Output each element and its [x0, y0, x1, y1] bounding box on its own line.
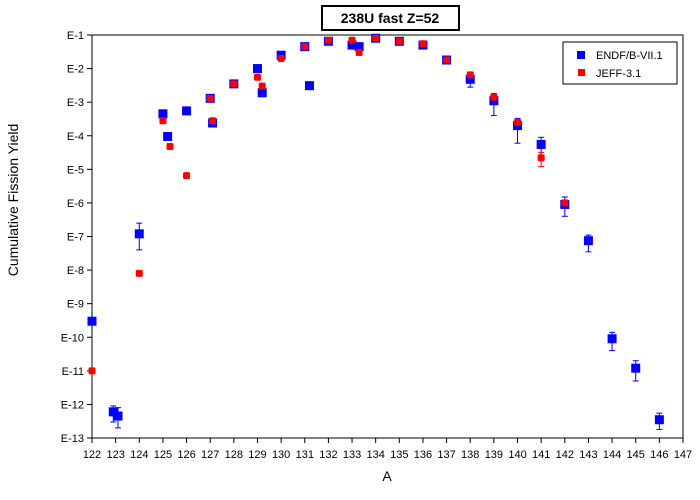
- data-point-endf: [304, 81, 314, 91]
- data-point-endf: [489, 96, 499, 106]
- data-point-jeff: [490, 93, 498, 101]
- data-point-jeff: [183, 172, 191, 180]
- y-tick-label: E-7: [67, 232, 84, 244]
- data-point-jeff: [348, 36, 356, 44]
- chart-title: 238U fast Z=52: [341, 10, 440, 26]
- data-point-endf: [465, 74, 475, 84]
- x-axis-title: A: [382, 468, 392, 484]
- data-point-endf: [607, 334, 617, 344]
- data-point-endf: [158, 109, 168, 119]
- y-tick-label: E-3: [67, 97, 84, 109]
- x-tick-label: 142: [556, 449, 574, 461]
- plot-frame: [91, 34, 684, 439]
- data-point-jeff: [355, 49, 363, 57]
- data-point-endf: [87, 316, 97, 326]
- x-tick-label: 133: [343, 449, 361, 461]
- legend-marker-endf: [577, 51, 585, 59]
- y-tick-label: E-8: [67, 265, 84, 277]
- y-tick-label: E-9: [67, 299, 84, 311]
- data-point-jeff: [253, 73, 261, 81]
- x-tick-label: 137: [437, 449, 455, 461]
- x-tick-label: 125: [154, 449, 172, 461]
- x-tick-label: 147: [674, 449, 692, 461]
- y-tick-label: E-4: [67, 131, 84, 143]
- data-point-jeff: [206, 94, 214, 102]
- title-box: [321, 5, 460, 31]
- x-tick-label: 131: [296, 449, 314, 461]
- data-point-jeff: [135, 269, 143, 277]
- data-point-endf: [631, 363, 641, 373]
- y-tick-label: E-11: [62, 366, 84, 378]
- x-tick-label: 141: [532, 449, 550, 461]
- x-tick-label: 143: [579, 449, 597, 461]
- data-layer: [87, 33, 664, 430]
- x-tick-label: 128: [225, 449, 243, 461]
- legend-label-endf: ENDF/B-VII.1: [596, 50, 663, 62]
- y-tick-label: E-5: [67, 164, 84, 176]
- data-point-jeff: [372, 34, 380, 42]
- data-point-endf: [252, 64, 262, 74]
- data-point-jeff: [166, 142, 174, 150]
- x-tick-label: 140: [508, 449, 526, 461]
- x-tick-label: 129: [248, 449, 266, 461]
- y-tick-label: E-12: [61, 399, 84, 411]
- x-tick-label: 130: [272, 449, 290, 461]
- y-tick-label: E-13: [61, 433, 84, 445]
- data-point-endf: [347, 40, 357, 50]
- data-point-endf: [113, 411, 123, 421]
- x-tick-label: 127: [201, 449, 219, 461]
- data-point-jeff: [324, 36, 332, 44]
- data-point-jeff: [88, 367, 96, 375]
- y-axis-title: Cumulative Fission Yield: [5, 124, 21, 277]
- legend-box: [562, 41, 678, 85]
- data-point-jeff: [514, 118, 522, 126]
- y-tick-label: E-6: [67, 198, 84, 210]
- y-tick-label: E-2: [67, 64, 84, 76]
- data-point-jeff: [230, 80, 238, 88]
- legend-label-jeff: JEFF-3.1: [596, 68, 641, 80]
- x-tick-label: 146: [650, 449, 668, 461]
- x-tick-label: 145: [627, 449, 645, 461]
- x-tick-label: 144: [603, 449, 621, 461]
- data-point-jeff: [537, 154, 545, 162]
- data-point-jeff: [443, 56, 451, 64]
- data-point-jeff: [258, 82, 266, 90]
- x-tick-label: 135: [390, 449, 408, 461]
- legend: ENDF/B-VII.1 JEFF-3.1: [562, 41, 678, 85]
- x-tick-label: 132: [319, 449, 337, 461]
- x-tick-label: 122: [83, 449, 101, 461]
- data-point-endf: [182, 106, 192, 116]
- data-point-endf: [654, 415, 664, 425]
- axes-layer: 122 123 124 125 126 127 128 129 130 131 132 133 134 1…: [61, 30, 692, 461]
- data-point-jeff: [466, 71, 474, 79]
- x-tick-label: 123: [106, 449, 124, 461]
- data-point-jeff: [561, 199, 569, 207]
- data-point-endf: [134, 229, 144, 239]
- x-tick-label: 138: [461, 449, 479, 461]
- y-tick-label: E-10: [61, 332, 84, 344]
- x-tick-label: 124: [130, 449, 148, 461]
- data-point-endf: [536, 139, 546, 149]
- data-point-endf: [257, 88, 267, 98]
- data-point-jeff: [277, 54, 285, 62]
- data-point-endf: [354, 42, 364, 52]
- x-tick-label: 139: [485, 449, 503, 461]
- data-point-jeff: [159, 117, 167, 125]
- data-point-jeff: [209, 117, 217, 125]
- data-point-endf: [108, 407, 118, 417]
- x-tick-label: 134: [367, 449, 385, 461]
- data-point-endf: [163, 131, 173, 141]
- legend-marker-jeff: [578, 69, 585, 76]
- x-tick-label: 126: [177, 449, 195, 461]
- data-point-jeff: [395, 37, 403, 45]
- y-tick-label: E-1: [67, 30, 84, 42]
- x-tick-label: 136: [414, 449, 432, 461]
- data-point-jeff: [301, 43, 309, 51]
- data-point-endf: [583, 236, 593, 246]
- data-point-jeff: [419, 40, 427, 48]
